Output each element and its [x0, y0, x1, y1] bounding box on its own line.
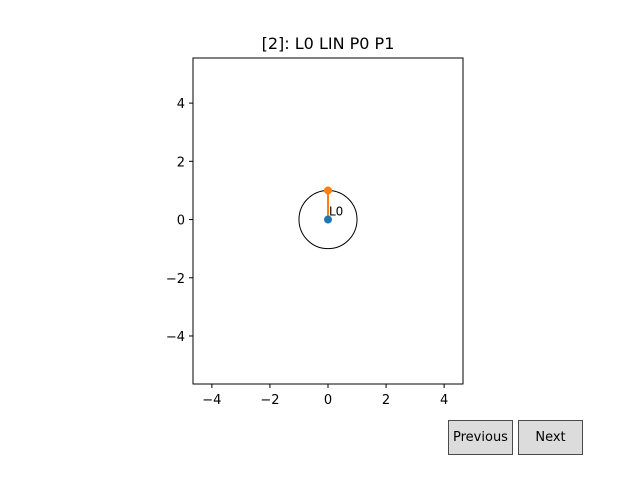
- plot-marks: L0: [298, 186, 358, 250]
- previous-button[interactable]: Previous: [448, 420, 513, 455]
- x-tick-label: 4: [440, 393, 448, 408]
- x-tick-label: 0: [324, 393, 332, 408]
- data-point-0-0: [324, 215, 332, 224]
- x-tick-label: −4: [202, 393, 221, 408]
- x-tick-label: 2: [382, 393, 390, 408]
- y-tick-label: 4: [177, 97, 185, 112]
- next-button[interactable]: Next: [518, 420, 583, 455]
- chart-title: [2]: L0 LIN P0 P1: [262, 34, 395, 53]
- y-tick-label: 0: [177, 214, 185, 229]
- y-tick-label: −4: [166, 330, 185, 345]
- y-tick-label: 2: [177, 155, 185, 170]
- data-point-1-0: [324, 186, 332, 195]
- y-tick-label: −2: [166, 272, 185, 287]
- axis-ticks: −4 −2 0 2 4 −4 −2 0 2 4: [166, 97, 448, 408]
- x-tick-label: −2: [260, 393, 279, 408]
- annotation-label-0: L0: [329, 205, 343, 219]
